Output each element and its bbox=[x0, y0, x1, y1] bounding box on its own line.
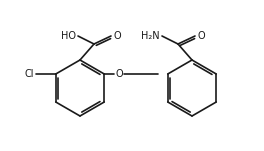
Text: O: O bbox=[198, 31, 206, 41]
Text: Cl: Cl bbox=[24, 69, 34, 79]
Text: HO: HO bbox=[61, 31, 76, 41]
Text: O: O bbox=[114, 31, 122, 41]
Text: H₂N: H₂N bbox=[142, 31, 160, 41]
Text: O: O bbox=[115, 69, 123, 79]
